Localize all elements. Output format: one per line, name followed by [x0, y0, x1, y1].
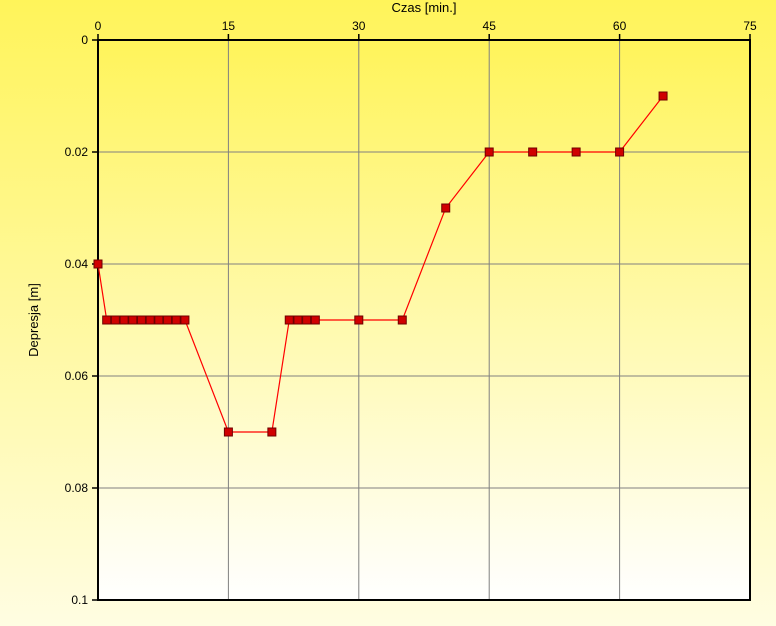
y-tick-label: 0.02 — [65, 145, 89, 159]
series-marker — [311, 316, 319, 324]
series-marker — [268, 428, 276, 436]
series-marker — [303, 316, 311, 324]
series-marker — [146, 316, 154, 324]
series-marker — [285, 316, 293, 324]
x-tick-label: 15 — [222, 19, 236, 33]
y-axis-label: Depresja [m] — [26, 283, 41, 357]
y-tick-label: 0 — [81, 33, 88, 47]
y-tick-label: 0.08 — [65, 481, 89, 495]
series-marker — [111, 316, 119, 324]
chart-svg: 0 15 30 45 60 75 Czas [min.] 0 0.02 0.04 0.06 0.08 0… — [0, 0, 776, 626]
series-marker — [442, 204, 450, 212]
x-tick-label: 75 — [743, 19, 757, 33]
x-axis-label: Czas [min.] — [391, 0, 456, 15]
series-marker — [172, 316, 180, 324]
y-tick-label: 0.1 — [71, 593, 88, 607]
series-marker — [485, 148, 493, 156]
series-marker — [294, 316, 302, 324]
x-tick-label: 30 — [352, 19, 366, 33]
series-marker — [155, 316, 163, 324]
y-tick-label: 0.06 — [65, 369, 89, 383]
series-marker — [224, 428, 232, 436]
series-marker — [103, 316, 111, 324]
x-tick-label: 0 — [95, 19, 102, 33]
series-marker — [129, 316, 137, 324]
series-marker — [355, 316, 363, 324]
series-marker — [616, 148, 624, 156]
series-marker — [529, 148, 537, 156]
chart-container: 0 15 30 45 60 75 Czas [min.] 0 0.02 0.04 0.06 0.08 0… — [0, 0, 776, 626]
series-marker — [120, 316, 128, 324]
y-tick-label: 0.04 — [65, 257, 89, 271]
series-marker — [164, 316, 172, 324]
series-marker — [572, 148, 580, 156]
series-marker — [398, 316, 406, 324]
x-tick-label: 45 — [483, 19, 497, 33]
x-tick-label: 60 — [613, 19, 627, 33]
series-marker — [659, 92, 667, 100]
series-marker — [137, 316, 145, 324]
series-marker — [181, 316, 189, 324]
series-marker — [94, 260, 102, 268]
